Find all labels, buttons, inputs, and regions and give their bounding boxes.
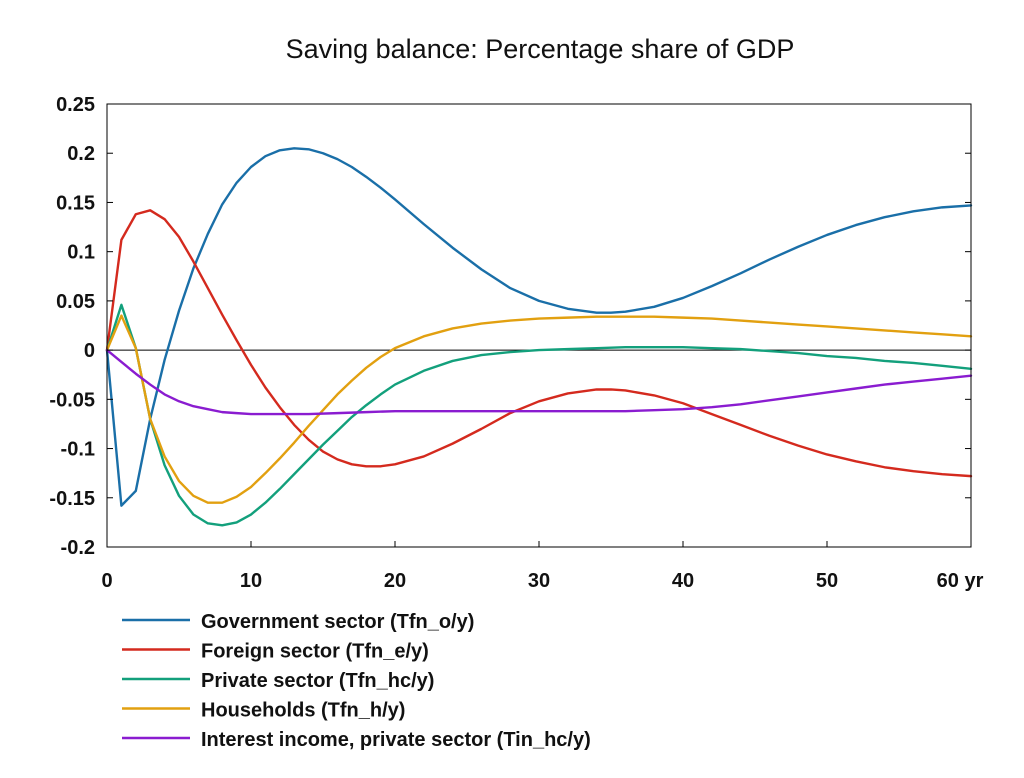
y-tick-label: -0.2 xyxy=(61,537,95,559)
series-line-5 xyxy=(105,348,973,416)
y-tick-label: 0.25 xyxy=(56,94,95,116)
y-tick-label: 0.05 xyxy=(56,291,95,313)
y-tick-label: 0.1 xyxy=(67,242,95,264)
y-tick-label: 0.2 xyxy=(67,143,95,165)
series-line-2 xyxy=(105,209,973,478)
y-tick-label: -0.05 xyxy=(49,389,95,411)
legend-label-4: Households (Tfn_h/y) xyxy=(201,700,405,722)
series-line-3 xyxy=(105,303,973,527)
y-tick-label: -0.15 xyxy=(49,488,95,510)
x-tick-label: 0 xyxy=(101,570,112,592)
legend-label-3: Private sector (Tfn_hc/y) xyxy=(201,670,434,692)
x-tick-label: 50 xyxy=(816,570,838,592)
x-tick-label: 60 yr xyxy=(937,570,984,592)
series-line-4 xyxy=(105,314,973,504)
x-tick-label: 30 xyxy=(528,570,550,592)
legend-label-1: Government sector (Tfn_o/y) xyxy=(201,611,474,633)
y-tick-label: -0.1 xyxy=(61,439,95,461)
plot-area xyxy=(105,147,973,527)
legend-label-5: Interest income, private sector (Tin_hc/… xyxy=(201,729,591,751)
legend-label-2: Foreign sector (Tfn_e/y) xyxy=(201,641,429,663)
x-tick-label: 40 xyxy=(672,570,694,592)
axes: 0.25 0.2 0.15 0.1 0.05 0 -0.05 -0.1 -0.15 -0.2 0 10… xyxy=(49,94,983,592)
plot-frame xyxy=(106,103,972,548)
x-tick-label: 10 xyxy=(240,570,262,592)
legend: Government sector (Tfn_o/y) Foreign secto… xyxy=(122,611,591,751)
series-line-1 xyxy=(105,147,973,507)
y-tick-label: 0.15 xyxy=(56,192,95,214)
x-tick-label: 20 xyxy=(384,570,406,592)
chart-title: Saving balance: Percentage share of GDP xyxy=(286,34,795,64)
y-tick-label: 0 xyxy=(84,340,95,362)
